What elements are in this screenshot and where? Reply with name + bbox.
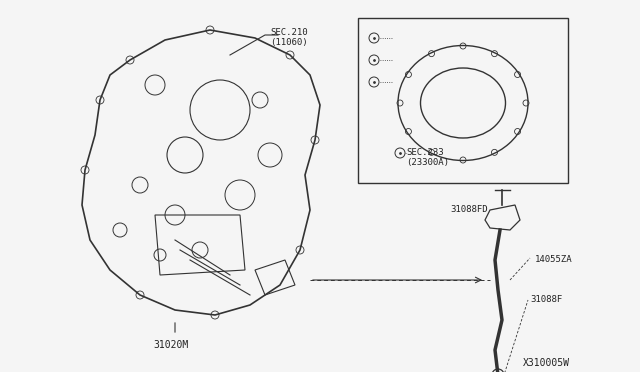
Bar (358, 18, 568, 183)
Text: X310005W: X310005W (523, 358, 570, 368)
Text: 31088F: 31088F (530, 295, 563, 304)
Text: 14055ZA: 14055ZA (535, 255, 573, 264)
Text: 31088FD: 31088FD (450, 205, 488, 214)
Text: SEC.210
(11060): SEC.210 (11060) (270, 28, 308, 47)
Text: SEC.233
(23300A): SEC.233 (23300A) (406, 148, 449, 167)
Text: 31020M: 31020M (153, 340, 188, 350)
